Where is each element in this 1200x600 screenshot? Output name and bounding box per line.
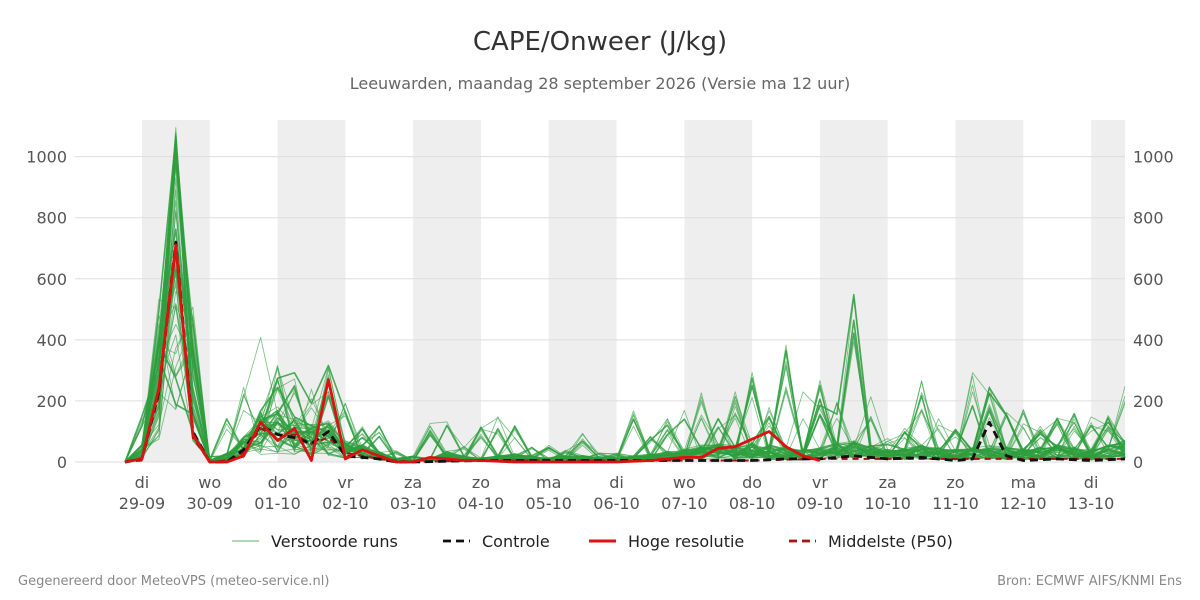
plot-area: 0 0 200 200 400 400 600 600 800 800 1000 1000 di 29-0… (26, 120, 1174, 513)
y-tick-label-left: 1000 (26, 148, 67, 167)
series-line-middelste-p50 (124, 247, 1125, 463)
legend-label: Middelste (P50) (828, 532, 953, 551)
legend-item-ensemble[interactable]: Verstoorde runs (232, 532, 398, 551)
x-tick-day: do (742, 473, 762, 492)
y-tick-label-right: 600 (1133, 270, 1164, 289)
legend-label: Verstoorde runs (271, 532, 398, 551)
footer-credit: Gegenereerd door MeteoVPS (meteo-service… (18, 574, 329, 589)
y-tick-label-right: 1000 (1133, 148, 1174, 167)
y-tick-label-left: 400 (36, 331, 67, 350)
x-tick-date: 10-10 (864, 494, 911, 513)
x-tick-date: 01-10 (254, 494, 301, 513)
legend-item-median[interactable]: Middelste (P50) (789, 532, 953, 551)
x-tick-day: zo (472, 473, 490, 492)
x-tick-date: 29-09 (119, 494, 166, 513)
x-tick-day: wo (198, 473, 221, 492)
x-tick-date: 02-10 (322, 494, 369, 513)
x-tick-date: 06-10 (593, 494, 640, 513)
legend-label: Controle (482, 532, 550, 551)
x-tick-date: 07-10 (661, 494, 708, 513)
y-tick-label-right: 0 (1133, 453, 1143, 472)
x-tick-date: 30-09 (186, 494, 233, 513)
legend-item-control[interactable]: Controle (443, 532, 550, 551)
y-tick-label-left: 200 (36, 392, 67, 411)
x-tick-date: 11-10 (932, 494, 979, 513)
x-tick-day: zo (946, 473, 964, 492)
day-shade (413, 120, 481, 462)
chart-title: CAPE/Onweer (J/kg) (473, 27, 727, 57)
y-tick-label-right: 200 (1133, 392, 1164, 411)
legend-item-hires[interactable]: Hoge resolutie (589, 532, 744, 551)
x-tick-date: 09-10 (797, 494, 844, 513)
y-tick-label-left: 600 (36, 270, 67, 289)
x-tick-date: 03-10 (390, 494, 437, 513)
x-tick-day: za (404, 473, 422, 492)
day-shade (819, 120, 888, 462)
x-tick-day: do (268, 473, 288, 492)
ensemble-member-line (124, 139, 1126, 463)
chart-subtitle: Leeuwarden, maandag 28 september 2026 (V… (350, 74, 851, 93)
x-tick-day: di (609, 473, 624, 492)
footer-source: Bron: ECMWF AIFS/KNMI Ens (997, 574, 1182, 589)
x-tick-day: vr (812, 473, 828, 492)
x-tick-day: ma (536, 473, 561, 492)
x-tick-date: 08-10 (729, 494, 776, 513)
x-tick-date: 12-10 (1000, 494, 1047, 513)
legend-label: Hoge resolutie (628, 532, 744, 551)
x-tick-date: 05-10 (525, 494, 572, 513)
series-line-hoge-resolutie (124, 243, 821, 464)
x-tick-day: za (879, 473, 897, 492)
x-tick-day: vr (337, 473, 353, 492)
x-tick-day: di (135, 473, 150, 492)
day-shade (1091, 120, 1125, 462)
y-tick-label-right: 400 (1133, 331, 1164, 350)
legend[interactable]: Verstoorde runs Controle Hoge resolutie Mid… (232, 532, 953, 551)
y-tick-label-left: 0 (57, 453, 67, 472)
day-shade (684, 120, 753, 462)
x-tick-day: wo (673, 473, 696, 492)
x-tick-day: ma (1011, 473, 1036, 492)
x-tick-day: di (1084, 473, 1099, 492)
x-tick-date: 04-10 (458, 494, 505, 513)
x-tick-date: 13-10 (1068, 494, 1115, 513)
y-tick-label-left: 800 (36, 209, 67, 228)
y-tick-label-right: 800 (1133, 209, 1164, 228)
day-shade (548, 120, 617, 462)
